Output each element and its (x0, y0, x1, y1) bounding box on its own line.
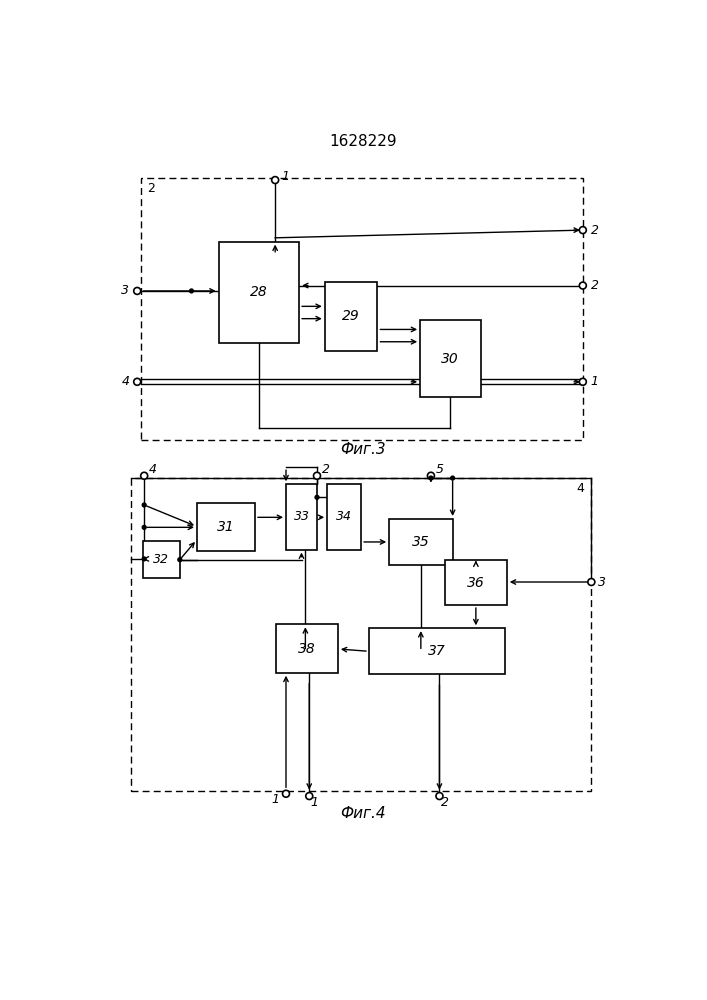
Circle shape (178, 558, 182, 562)
Circle shape (313, 472, 320, 479)
Text: 34: 34 (336, 510, 352, 523)
Text: 1628229: 1628229 (329, 134, 397, 149)
Text: 35: 35 (412, 535, 430, 549)
Bar (369, 628, 506, 674)
Text: 4: 4 (149, 463, 157, 476)
Text: 37: 37 (428, 644, 446, 658)
Bar (141, 178, 583, 440)
Text: 38: 38 (298, 642, 316, 656)
Text: 2: 2 (590, 224, 599, 237)
Text: 1: 1 (311, 796, 319, 809)
Bar (276, 624, 338, 673)
Circle shape (271, 177, 279, 184)
Text: 28: 28 (250, 285, 268, 299)
Circle shape (142, 557, 146, 561)
Text: 2: 2 (147, 182, 155, 195)
Circle shape (436, 793, 443, 800)
Text: Фиг.4: Фиг.4 (340, 806, 385, 820)
Text: 1: 1 (590, 375, 599, 388)
Circle shape (579, 227, 586, 234)
Circle shape (142, 525, 146, 529)
Bar (197, 503, 255, 551)
Bar (325, 282, 378, 351)
Bar (445, 560, 507, 605)
Text: 3: 3 (598, 576, 607, 588)
Text: 36: 36 (467, 576, 485, 590)
Bar (389, 519, 452, 565)
Text: 3: 3 (122, 284, 129, 297)
Text: 2: 2 (322, 463, 329, 476)
Circle shape (579, 282, 586, 289)
Text: 31: 31 (217, 520, 235, 534)
Text: 33: 33 (293, 510, 310, 523)
Text: 2: 2 (441, 796, 449, 809)
Circle shape (305, 793, 312, 800)
Circle shape (579, 378, 586, 385)
Text: 32: 32 (153, 553, 169, 566)
Bar (131, 478, 590, 791)
Circle shape (283, 790, 289, 797)
Circle shape (315, 495, 319, 499)
Bar (218, 242, 299, 343)
Circle shape (142, 503, 146, 507)
Circle shape (588, 579, 595, 585)
Text: 1: 1 (271, 793, 280, 806)
Circle shape (428, 472, 434, 479)
Circle shape (134, 287, 141, 294)
Text: 2: 2 (590, 279, 599, 292)
Text: 29: 29 (342, 309, 360, 323)
Text: 5: 5 (436, 463, 443, 476)
Bar (420, 320, 481, 397)
Text: 1: 1 (281, 170, 289, 183)
Circle shape (189, 289, 194, 293)
Circle shape (134, 378, 141, 385)
Text: 4: 4 (576, 482, 585, 495)
Circle shape (141, 472, 148, 479)
Circle shape (429, 476, 433, 480)
Text: Фиг.3: Фиг.3 (340, 442, 385, 457)
Bar (327, 484, 361, 550)
Bar (286, 484, 317, 550)
Circle shape (450, 476, 455, 480)
Text: 4: 4 (122, 375, 129, 388)
Text: 30: 30 (441, 352, 459, 366)
Bar (143, 541, 180, 578)
